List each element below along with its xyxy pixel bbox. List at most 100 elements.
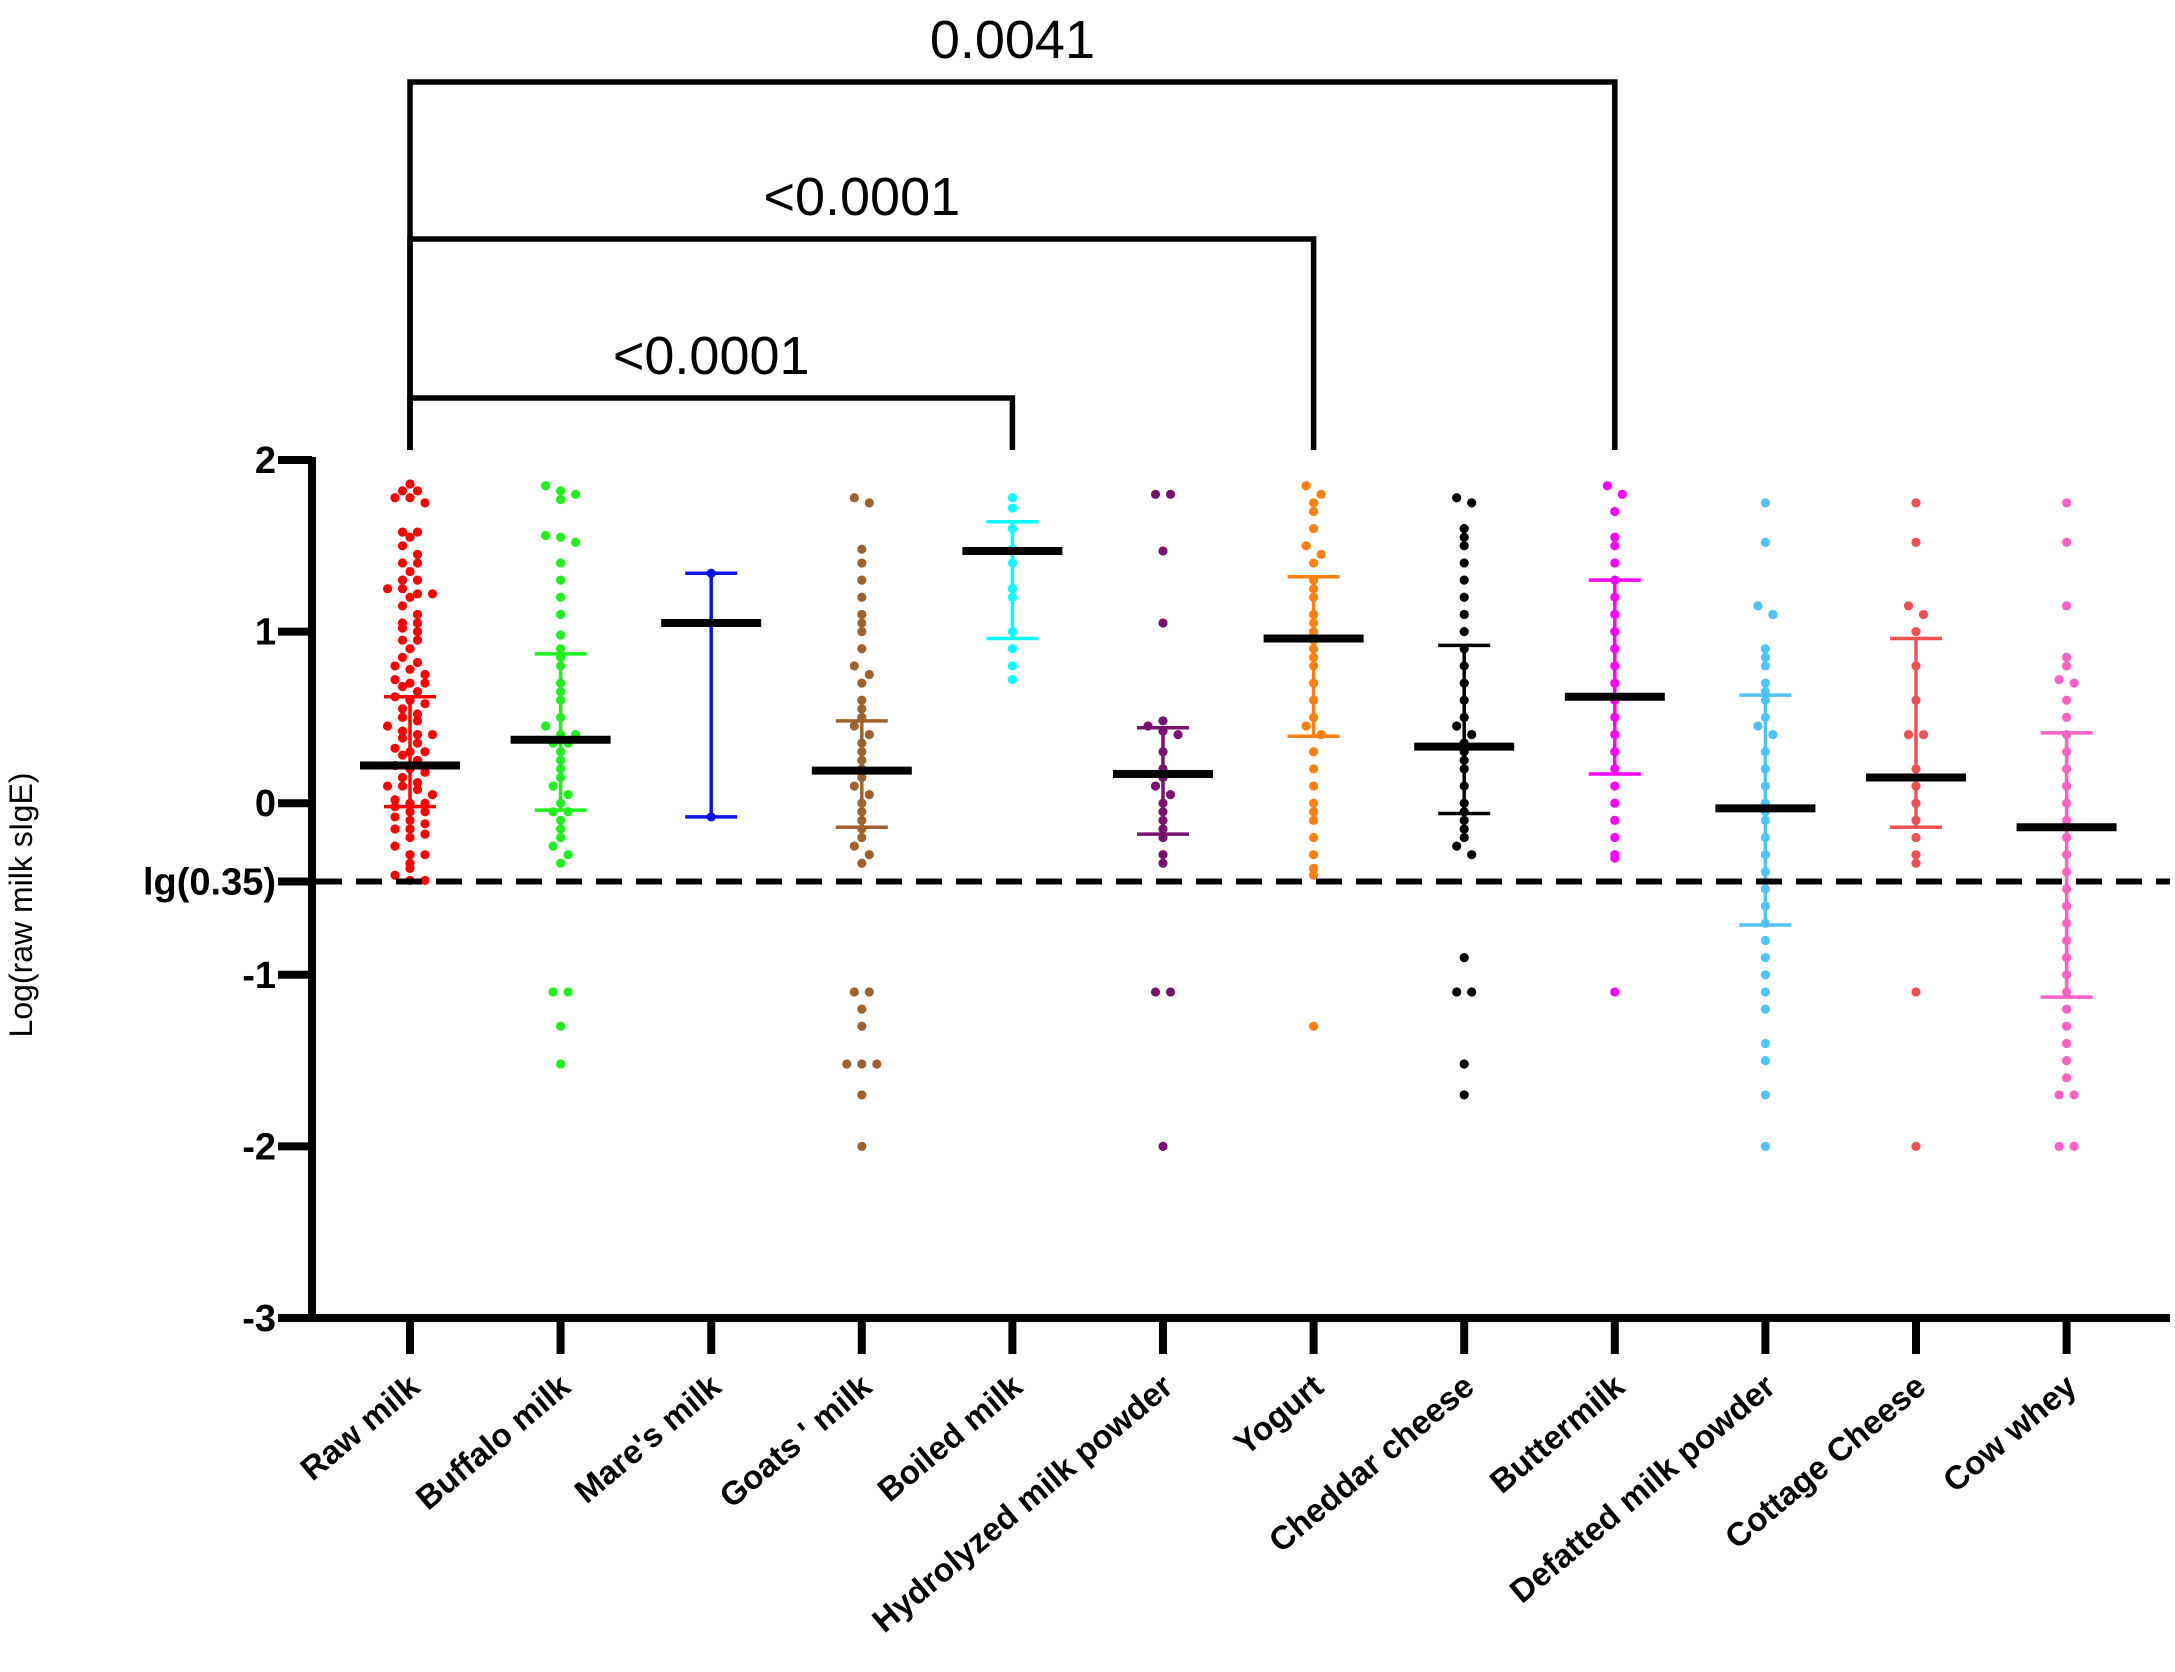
data-point [857,1059,867,1069]
data-point [864,669,874,680]
data-point [1610,853,1620,863]
data-point [556,575,566,585]
data-point [427,729,438,740]
data-point [427,589,438,599]
data-points [382,479,2079,1151]
significance-brackets: <0.0001 <0.0001 0.0041 [407,10,1618,450]
data-point [556,609,566,620]
data-point [420,678,430,688]
data-point [548,781,558,791]
data-point [1459,609,1469,620]
data-point [412,729,423,740]
data-point [397,584,408,594]
data-point [1911,627,1921,637]
data-point [1309,558,1319,568]
data-point [397,704,408,714]
data-point [1760,537,1770,547]
data-point [1452,493,1462,503]
data-point [1610,815,1620,825]
x-tick-label: Buttermilk [1482,1367,1631,1501]
data-point [1452,841,1462,851]
data-point [390,675,400,685]
data-point [571,537,581,547]
data-point [412,784,423,795]
data-point [1760,1038,1770,1049]
data-point [857,644,867,654]
data-point [1158,716,1168,726]
data-point [412,627,423,637]
data-point [405,493,415,503]
data-point [1309,498,1319,508]
data-point [1309,506,1319,517]
data-point [556,815,566,825]
data-point [2062,1073,2072,1083]
data-point [1459,524,1469,534]
data-point [1165,489,1176,499]
data-point [1760,953,1770,963]
p-value-label: <0.0001 [613,326,810,386]
data-point [1309,870,1319,880]
data-point [864,498,874,508]
data-point [2069,1141,2079,1151]
data-point [1602,481,1612,491]
data-point [397,772,408,783]
data-point [1918,729,1929,740]
data-point [1459,1059,1469,1069]
data-point [397,575,408,585]
x-tick-label: Raw milk [293,1367,427,1488]
data-point [563,987,573,997]
y-tick-label: -3 [242,1298,276,1340]
data-point [405,532,415,542]
data-point [412,558,423,568]
data-point [857,618,867,628]
data-point [405,664,415,674]
y-tick-label: lg(0.35) [143,861,276,903]
data-point [857,832,867,843]
data-point [556,486,566,496]
significance-bracket [407,395,1016,450]
data-point [1301,481,1311,491]
data-point [405,479,415,489]
data-point [857,1090,867,1100]
data-point [857,1141,867,1151]
data-point [2062,498,2072,508]
data-point [1459,832,1469,843]
data-point [1173,729,1183,740]
data-point [397,635,408,645]
data-point [1309,1021,1319,1031]
data-point [548,987,558,997]
data-point [571,489,581,499]
data-point [1459,532,1469,542]
data-point [2054,1090,2064,1100]
data-point [2062,601,2072,611]
data-point [2062,712,2072,723]
p-value-label: <0.0001 [763,167,960,227]
data-point [1610,781,1620,791]
data-point [857,575,867,585]
data-point [857,858,867,868]
data-point [405,807,415,817]
data-point [1309,524,1319,534]
data-point [390,824,400,834]
data-point [857,609,867,620]
data-point [556,630,566,640]
data-point [1007,675,1018,685]
data-point [412,778,423,788]
data-point [1007,503,1018,513]
data-point [1007,661,1018,671]
data-point [427,790,438,800]
data-point [857,627,867,637]
data-point [1760,678,1770,688]
data-point [1760,1056,1770,1066]
data-point [405,863,415,874]
data-point [563,790,573,800]
data-point [420,669,430,680]
x-tick-label: Goats ' milk [712,1367,879,1515]
data-point [1301,541,1311,551]
data-point [420,875,430,886]
data-point [412,609,423,620]
data-point [1760,644,1770,654]
data-point [857,558,867,568]
data-point [405,832,415,843]
data-point [1911,832,1921,843]
